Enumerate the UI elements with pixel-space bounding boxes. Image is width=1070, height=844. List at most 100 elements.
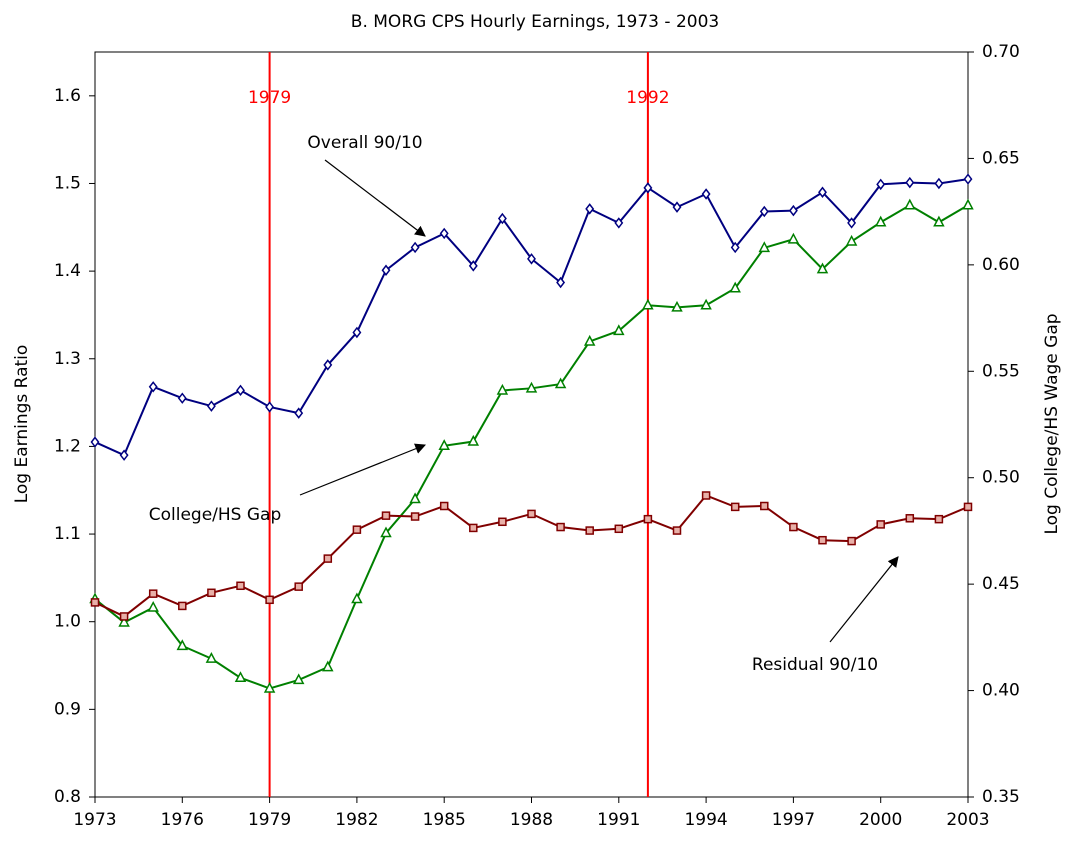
point — [759, 205, 769, 218]
point — [409, 492, 421, 504]
point — [294, 407, 304, 419]
x-tick-label: 1973 — [73, 810, 116, 830]
point — [556, 276, 566, 289]
point — [701, 188, 711, 200]
point — [585, 526, 594, 535]
x-tick-label: 1991 — [597, 810, 640, 830]
x-tick-label: 1976 — [161, 810, 204, 830]
point — [497, 212, 507, 225]
point — [672, 526, 682, 535]
x-tick-label: 1997 — [772, 810, 815, 830]
point — [176, 639, 189, 651]
point — [438, 439, 450, 451]
point — [556, 522, 565, 532]
y2-axis-label: Log College/HS Wage Gap — [1042, 313, 1062, 534]
point — [265, 595, 274, 605]
annotation-arrow — [324, 159, 426, 237]
point — [410, 241, 420, 254]
point — [788, 204, 798, 217]
x-tick-label: 1988 — [510, 810, 553, 830]
point — [554, 377, 567, 389]
x-tick-label: 1994 — [684, 810, 727, 830]
x-tick-label: 1982 — [335, 810, 378, 830]
series-line — [94, 178, 969, 457]
point — [206, 400, 216, 412]
plot-frame — [94, 51, 969, 798]
point — [758, 241, 771, 253]
point — [178, 601, 187, 611]
point — [439, 501, 449, 511]
point — [642, 298, 654, 310]
y2-tick-label: 0.55 — [982, 361, 1020, 381]
point — [380, 526, 392, 538]
series-label: Overall 90/10 — [307, 133, 422, 153]
y-tick-label: 1.6 — [54, 86, 81, 106]
point — [789, 522, 798, 532]
point — [90, 598, 100, 607]
point — [905, 514, 915, 523]
chart-title: B. MORG CPS Hourly Earnings, 1973 - 2003 — [351, 12, 719, 32]
point — [205, 652, 218, 663]
point — [351, 592, 363, 604]
point — [236, 384, 245, 397]
point — [292, 673, 305, 685]
x-tick-label: 1985 — [423, 810, 466, 830]
y2-tick-label: 0.45 — [982, 574, 1020, 594]
point — [585, 203, 595, 215]
point — [323, 359, 333, 371]
y2-tick-label: 0.65 — [982, 148, 1020, 168]
point — [234, 671, 247, 683]
point — [263, 681, 276, 693]
point — [933, 215, 945, 227]
point — [352, 525, 362, 534]
point — [613, 324, 625, 336]
point — [468, 260, 478, 272]
point — [672, 201, 682, 213]
point — [934, 177, 944, 190]
point — [467, 434, 480, 446]
point — [147, 600, 159, 612]
point — [760, 501, 769, 511]
y-tick-label: 0.8 — [54, 787, 81, 807]
point — [643, 182, 653, 194]
point — [148, 589, 158, 598]
point — [207, 588, 216, 598]
y-tick-label: 1.0 — [54, 612, 81, 632]
point — [963, 173, 973, 185]
point — [729, 281, 741, 293]
point — [177, 392, 187, 404]
y2-tick-label: 0.35 — [982, 787, 1020, 807]
series-label: Residual 90/10 — [752, 655, 878, 675]
point — [583, 334, 596, 346]
y-tick-label: 1.3 — [54, 349, 81, 369]
y-tick-label: 1.2 — [54, 436, 81, 456]
point — [525, 381, 538, 393]
point — [905, 176, 915, 189]
series-label: College/HS Gap — [149, 505, 282, 525]
reference-label: 1992 — [626, 88, 669, 108]
reference-label: 1979 — [248, 88, 291, 108]
point — [119, 612, 129, 621]
point — [236, 581, 245, 591]
point — [700, 298, 712, 310]
point — [118, 615, 130, 627]
y2-tick-label: 0.40 — [982, 681, 1020, 701]
y-tick-label: 1.5 — [54, 173, 81, 193]
point — [876, 178, 886, 191]
annotation-arrow — [299, 443, 427, 496]
point — [352, 326, 362, 339]
point — [527, 509, 536, 519]
point — [496, 383, 509, 395]
point — [294, 582, 303, 591]
point — [439, 227, 449, 240]
y2-tick-label: 0.50 — [982, 468, 1020, 488]
point — [962, 198, 974, 210]
point — [265, 401, 275, 413]
y-tick-label: 1.1 — [54, 524, 81, 544]
point — [818, 535, 827, 545]
y-tick-label: 1.4 — [54, 261, 81, 281]
point — [963, 502, 973, 512]
point — [671, 300, 683, 312]
point — [818, 186, 827, 198]
